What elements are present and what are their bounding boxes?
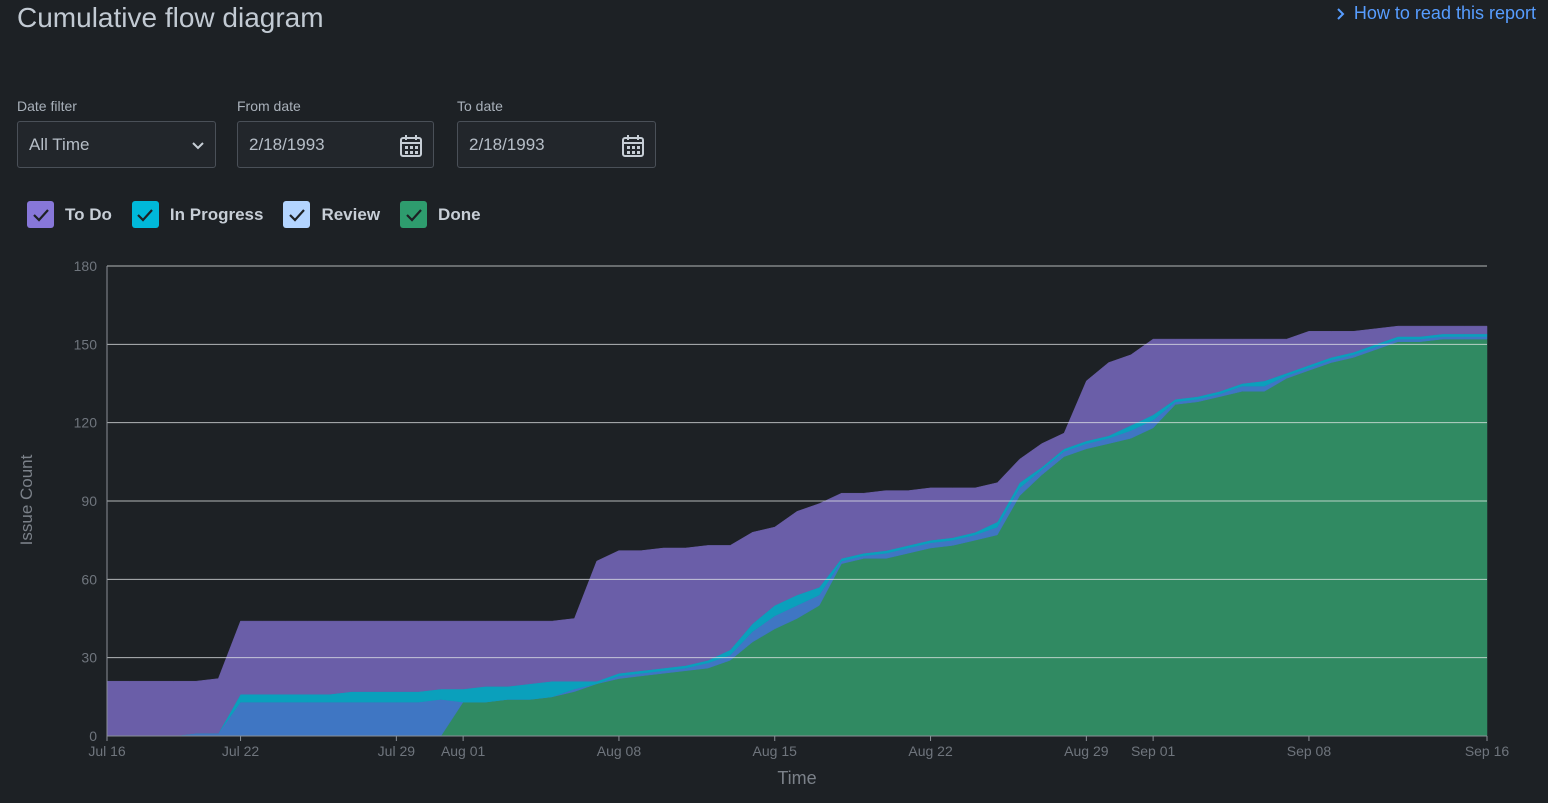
dropdown-icon [192,142,204,150]
filter-label: Date filter [17,98,77,114]
chevron-icon [1337,7,1345,20]
help-link-text[interactable]: How to read this report [1353,3,1536,23]
x-tick-label: Sep 08 [1287,743,1332,759]
x-axis-label: Time [777,768,816,788]
from-date-input[interactable]: 2/18/1993 [237,121,434,168]
y-tick-label: 180 [74,258,98,274]
legend-checkbox[interactable] [131,201,159,228]
x-tick-label: Jul 29 [378,743,416,759]
x-tick-label: Sep 01 [1131,743,1176,759]
legend-item[interactable]: To Do [27,201,112,228]
calendar-icon[interactable] [621,134,645,158]
to-date-input[interactable]: 2/18/1993 [457,121,656,168]
x-tick-label: Aug 15 [753,743,798,759]
help-link[interactable]: How to read this report [1336,3,1536,24]
legend-checkbox[interactable] [400,201,428,228]
page-title: Cumulative flow diagram [17,2,324,33]
x-tick-label: Aug 08 [597,743,642,759]
x-tick-label: Jul 16 [88,743,126,759]
x-tick-label: Aug 29 [1064,743,1109,759]
y-tick-label: 90 [81,493,97,509]
check-icon [32,208,49,222]
select-value: All Time [29,134,90,154]
x-tick-label: Jul 22 [222,743,260,759]
check-icon [289,208,305,222]
area [106,325,1488,737]
x-tick-label: Aug 01 [441,743,486,759]
filter-label: From date [237,98,301,114]
legend-checkbox[interactable] [27,201,54,228]
chart: Issue Count Time 0 30 60 90 120 150 180 Jul 16 J… [17,258,1510,788]
y-tick-label: 0 [89,728,97,744]
calendar-icon[interactable] [399,134,423,158]
legend: To Do In Progress Review Done [27,201,501,228]
legend-label: Review [321,204,381,224]
y-tick-label: 30 [81,650,97,666]
legend-item[interactable]: In Progress [131,201,264,228]
check-icon [405,208,422,222]
date-filter-select[interactable]: All Time [17,121,216,168]
filter-label: To date [457,98,503,114]
check-icon [137,208,154,222]
legend-checkbox[interactable] [283,201,311,228]
y-tick-label: 60 [81,571,97,587]
legend-label: In Progress [169,204,264,224]
legend-item[interactable]: Review [283,201,380,228]
y-tick-label: 150 [74,336,98,352]
x-tick-label: Aug 22 [908,743,953,759]
input-value: 2/18/1993 [469,134,545,154]
y-axis-label: Issue Count [17,454,36,545]
legend-label: Done [438,204,481,224]
legend-label: To Do [65,204,112,224]
legend-item[interactable]: Done [400,201,481,228]
input-value: 2/18/1993 [249,134,325,154]
y-tick-label: 120 [74,415,98,431]
x-tick-label: Sep 16 [1465,743,1510,759]
